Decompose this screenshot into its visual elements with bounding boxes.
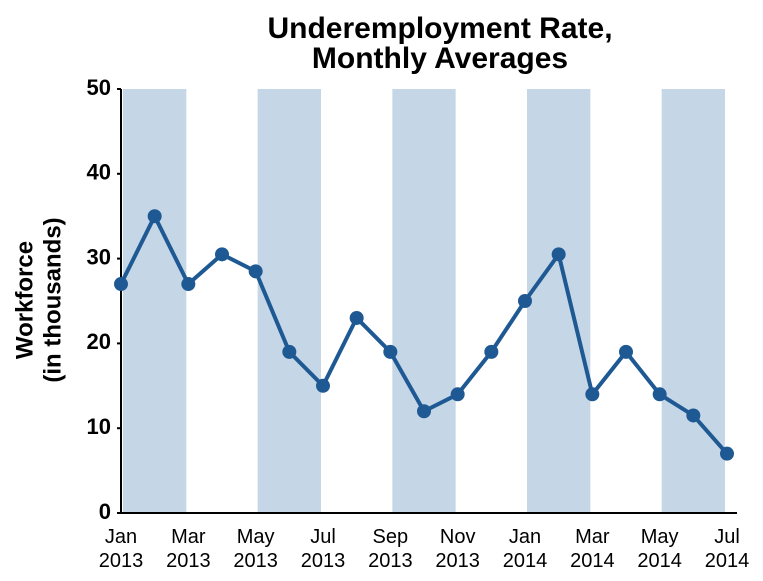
data-point [248, 264, 263, 279]
shaded-band [392, 89, 456, 513]
y-tick-label: 0 [99, 499, 111, 524]
data-point [720, 446, 734, 461]
data-point [417, 404, 431, 419]
x-tick-label: Jan 2013 [99, 526, 144, 572]
data-point [282, 344, 297, 359]
shaded-band [527, 89, 591, 513]
x-tick-label: Nov 2013 [435, 526, 480, 572]
y-axis-label: (in thousands) [39, 217, 66, 382]
x-tick-label: Sep 2013 [368, 526, 413, 572]
data-point [349, 310, 364, 325]
data-point [450, 387, 465, 402]
y-tick-label: 10 [87, 414, 111, 439]
data-point [181, 277, 196, 292]
y-tick-label: 50 [87, 75, 111, 100]
y-tick-label: 30 [87, 244, 111, 269]
data-point [652, 387, 667, 402]
x-tick-label: Mar 2013 [166, 526, 211, 572]
chart-title: Underemployment Rate, [267, 12, 612, 45]
data-point [686, 408, 701, 423]
data-point [518, 294, 532, 308]
data-point [114, 277, 128, 292]
x-tick-label: Jan 2014 [503, 526, 548, 572]
shaded-band [661, 89, 725, 513]
x-tick-label: Mar 2014 [570, 526, 615, 572]
data-point [383, 344, 398, 359]
data-point [484, 344, 499, 359]
data-point [619, 344, 633, 359]
x-tick-label: May 2013 [233, 526, 278, 572]
data-point [316, 378, 330, 393]
x-tick-label: May 2014 [637, 526, 682, 572]
data-point [215, 247, 229, 262]
y-tick-label: 20 [87, 329, 111, 354]
data-point [551, 247, 566, 262]
shaded-band [123, 89, 187, 513]
chart-title: Monthly Averages [312, 42, 568, 75]
y-axis-label: Workforce [11, 241, 38, 359]
y-tick-label: 40 [87, 160, 111, 185]
x-tick-label: Jul 2013 [301, 526, 346, 572]
x-tick-label: Jul 2014 [705, 526, 750, 572]
data-point [147, 209, 162, 224]
data-point [585, 387, 600, 402]
